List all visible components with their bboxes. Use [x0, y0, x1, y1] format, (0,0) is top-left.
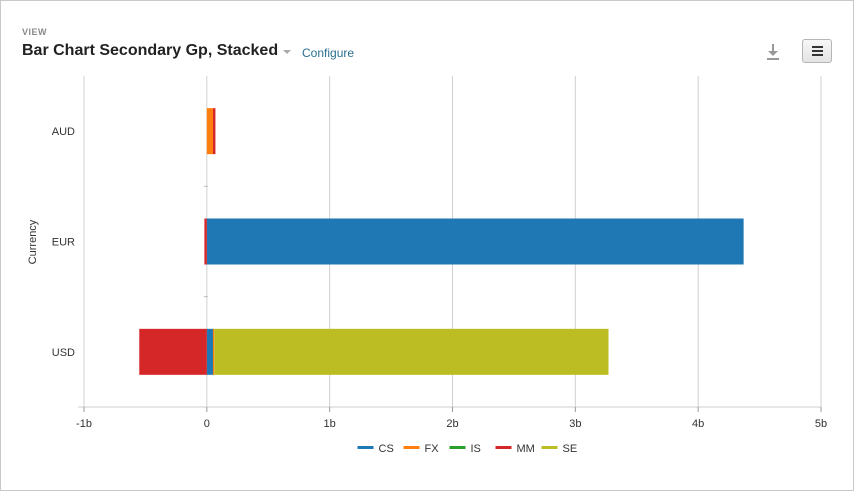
legend-swatch-se — [541, 446, 558, 449]
bar-usd-cs[interactable] — [206, 328, 213, 375]
x-tick-label: 0 — [204, 418, 210, 430]
y-tick-label-eur: EUR — [52, 237, 75, 249]
x-tick-label: -1b — [76, 418, 92, 430]
legend-item-mm[interactable]: MM — [517, 443, 535, 455]
legend-swatch-is — [449, 446, 466, 449]
bar-aud-mm[interactable] — [212, 108, 216, 155]
legend-swatch-cs — [357, 446, 374, 449]
download-icon[interactable] — [761, 41, 785, 63]
y-tick-label-aud: AUD — [52, 126, 75, 138]
y-tick-label-usd: USD — [52, 347, 75, 359]
title-dropdown-caret-icon[interactable] — [283, 50, 291, 54]
chart-title[interactable]: Bar Chart Secondary Gp, Stacked — [22, 42, 279, 59]
x-tick-label: 4b — [692, 418, 704, 430]
x-tick-label: 2b — [446, 418, 458, 430]
legend-item-cs[interactable]: CS — [379, 443, 394, 455]
bar-aud-fx[interactable] — [206, 108, 213, 155]
view-label: VIEW — [22, 27, 48, 37]
bar-usd-fx[interactable] — [212, 328, 215, 375]
configure-link[interactable]: Configure — [302, 46, 355, 60]
hamburger-menu-icon[interactable] — [802, 39, 832, 63]
legend-item-se[interactable]: SE — [563, 443, 578, 455]
legend-swatch-mm — [495, 446, 512, 449]
legend-item-fx[interactable]: FX — [425, 443, 440, 455]
legend-swatch-fx — [403, 446, 420, 449]
legend-item-is[interactable]: IS — [471, 443, 481, 455]
y-axis-label: Currency — [27, 219, 39, 264]
x-tick-label: 3b — [569, 418, 581, 430]
x-tick-label: 5b — [815, 418, 827, 430]
bar-eur-mm[interactable] — [204, 218, 207, 265]
bar-usd-se[interactable] — [214, 328, 609, 375]
bar-usd-mm[interactable] — [139, 328, 207, 375]
bar-eur-cs[interactable] — [206, 218, 744, 265]
x-tick-label: 1b — [324, 418, 336, 430]
